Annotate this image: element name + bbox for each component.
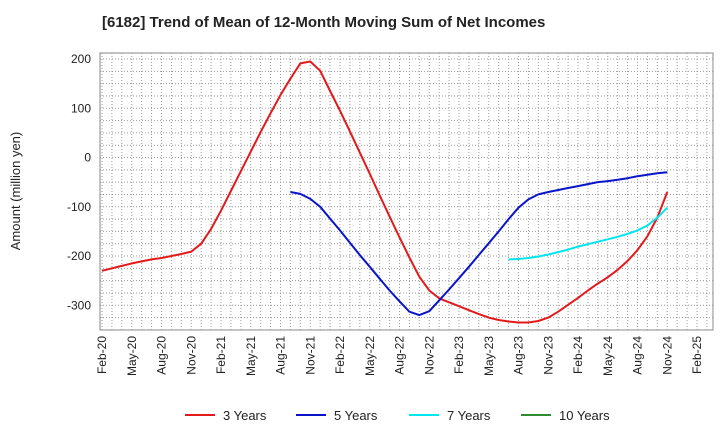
series-line-3-years <box>101 60 669 324</box>
y-tick-label: -200 <box>67 249 91 263</box>
legend-label: 3 Years <box>223 408 267 423</box>
x-tick-label: Nov-20 <box>184 336 198 375</box>
y-tick-label: -300 <box>67 298 91 312</box>
x-tick-label: May-24 <box>601 336 615 376</box>
legend-label: 5 Years <box>334 408 378 423</box>
x-tick-label: Aug-23 <box>512 336 526 375</box>
x-tick-label: Feb-20 <box>95 336 109 374</box>
series-lines <box>101 60 669 324</box>
x-tick-label: Feb-22 <box>333 336 347 374</box>
x-tick-label: Aug-20 <box>155 336 169 375</box>
legend-item: 7 Years <box>409 408 491 423</box>
x-tick-label: Feb-25 <box>690 336 704 374</box>
x-tick-label: Nov-21 <box>303 336 317 375</box>
x-tick-label: May-20 <box>125 336 139 376</box>
x-tick-label: Nov-22 <box>422 336 436 375</box>
x-tick-label: May-21 <box>244 336 258 376</box>
legend-item: 5 Years <box>296 408 378 423</box>
x-tick-label: Feb-21 <box>214 336 228 374</box>
y-tick-label: 100 <box>71 101 91 115</box>
y-axis-ticks: 200 100 0 -100 -200 -300 <box>67 52 91 312</box>
x-tick-label: Aug-24 <box>631 336 645 375</box>
plot-area <box>99 52 714 331</box>
x-tick-label: Aug-22 <box>393 336 407 375</box>
x-tick-label: Aug-21 <box>274 336 288 375</box>
y-tick-label: 200 <box>71 52 91 66</box>
grid <box>100 53 713 331</box>
x-axis-ticks: Feb-20 May-20 Aug-20 Nov-20 Feb-21 May-21 Aug-… <box>95 336 720 376</box>
legend-item: 3 Years <box>185 408 267 423</box>
y-tick-label: 0 <box>84 151 91 165</box>
series-line-5-years <box>290 171 668 317</box>
legend-label: 10 Years <box>559 408 610 423</box>
y-tick-label: -100 <box>67 200 91 214</box>
x-tick-label: Feb-24 <box>571 336 585 374</box>
x-tick-label: May-23 <box>482 336 496 376</box>
x-tick-label: Nov-24 <box>660 336 674 375</box>
x-tick-label: Feb-23 <box>452 336 466 374</box>
y-axis-label: Amount (million yen) <box>8 132 23 251</box>
series-line-7-years <box>508 206 669 261</box>
x-tick-label: May-22 <box>363 336 377 376</box>
x-tick-label: Nov-23 <box>541 336 555 375</box>
legend: 3 Years 5 Years 7 Years 10 Years <box>185 408 610 423</box>
legend-item: 10 Years <box>521 408 610 423</box>
legend-label: 7 Years <box>447 408 491 423</box>
chart-title: [6182] Trend of Mean of 12-Month Moving … <box>102 14 546 31</box>
